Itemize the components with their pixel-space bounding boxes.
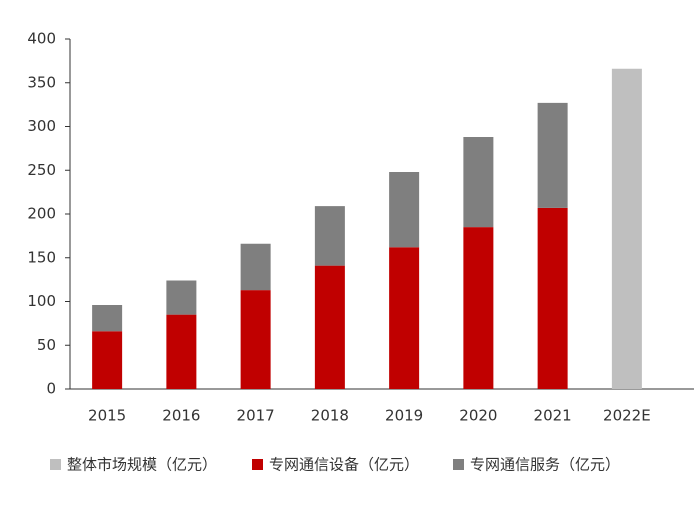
x-tick-label: 2015	[88, 407, 126, 425]
legend-swatch	[252, 459, 263, 470]
bar	[463, 137, 494, 228]
legend-swatch	[50, 459, 61, 470]
legend-label: 专网通信设备（亿元）	[269, 456, 419, 474]
bar	[389, 172, 420, 248]
y-tick-label: 50	[37, 336, 56, 354]
y-tick-label: 100	[27, 292, 56, 310]
bar	[537, 102, 568, 208]
y-tick-label: 150	[27, 248, 56, 266]
y-tick-label: 0	[46, 380, 56, 398]
bar	[92, 331, 123, 389]
bar	[92, 305, 123, 332]
bar	[240, 290, 271, 389]
bar	[314, 265, 345, 389]
bar	[537, 207, 568, 389]
legend-swatch	[453, 459, 464, 470]
bar	[611, 68, 642, 389]
x-tick-label: 2016	[162, 407, 200, 425]
y-tick-label: 400	[27, 30, 56, 48]
x-tick-label: 2022E	[603, 407, 651, 425]
x-tick-label: 2018	[311, 407, 349, 425]
x-tick-label: 2019	[385, 407, 423, 425]
x-tick-label: 2020	[459, 407, 497, 425]
bar	[463, 227, 494, 389]
y-tick-label: 200	[27, 205, 56, 223]
x-tick-label: 2017	[237, 407, 275, 425]
bar	[314, 206, 345, 266]
bar	[166, 314, 197, 389]
legend-label: 专网通信服务（亿元）	[470, 456, 620, 474]
bar	[240, 243, 271, 291]
bar	[389, 247, 420, 389]
y-tick-label: 250	[27, 161, 56, 179]
y-tick-label: 300	[27, 117, 56, 135]
legend-label: 整体市场规模（亿元）	[67, 456, 217, 474]
y-tick-label: 350	[27, 73, 56, 91]
x-tick-label: 2021	[534, 407, 572, 425]
bar	[166, 280, 197, 315]
